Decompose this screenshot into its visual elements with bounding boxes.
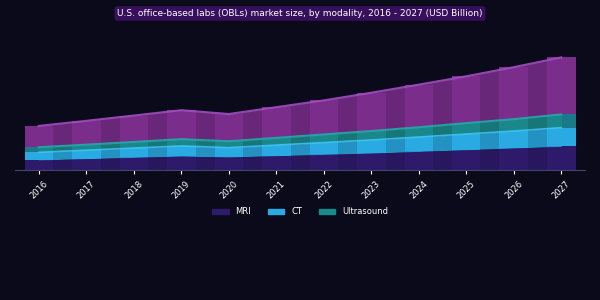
Bar [404,127,433,137]
Bar [119,142,148,148]
Bar [215,141,243,148]
Bar [72,121,101,145]
Bar [404,137,433,152]
Bar [499,67,528,119]
Bar [215,114,243,141]
Bar [262,138,290,145]
Bar [357,93,386,131]
Bar [119,158,148,170]
Bar [547,114,575,128]
Bar [25,152,53,160]
Bar [215,148,243,157]
Bar [262,145,290,156]
Text: U.S. office-based labs (OBLs) market size, by modality, 2016 - 2027 (USD Billion: U.S. office-based labs (OBLs) market siz… [117,9,483,18]
Bar [452,134,481,150]
Bar [547,146,575,170]
Bar [167,156,196,170]
Bar [499,131,528,148]
Bar [357,153,386,170]
Legend: MRI, CT, Ultrasound: MRI, CT, Ultrasound [209,204,391,220]
Bar [119,148,148,158]
Bar [167,139,196,146]
Bar [310,134,338,142]
Bar [25,160,53,170]
Bar [404,85,433,127]
Bar [547,57,575,114]
Bar [262,156,290,170]
Bar [452,123,481,134]
Bar [310,142,338,154]
Bar [262,107,290,138]
Bar [119,116,148,142]
Bar [310,154,338,170]
Bar [167,110,196,139]
Bar [310,100,338,134]
Bar [499,119,528,131]
Bar [72,159,101,170]
Bar [357,131,386,140]
Bar [452,76,481,123]
Bar [25,126,53,147]
Bar [499,148,528,170]
Bar [404,152,433,170]
Bar [547,128,575,146]
Bar [167,146,196,156]
Bar [72,145,101,150]
Bar [72,150,101,159]
Bar [452,150,481,170]
Bar [215,157,243,170]
Bar [357,140,386,153]
Bar [25,147,53,152]
